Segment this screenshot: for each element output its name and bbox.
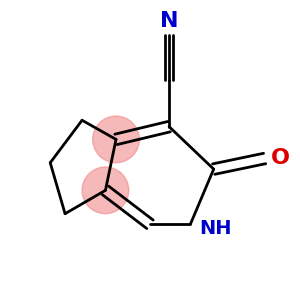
Circle shape [82, 167, 129, 214]
Text: N: N [160, 11, 178, 31]
Text: O: O [271, 148, 290, 169]
Circle shape [93, 116, 140, 163]
Text: NH: NH [199, 219, 231, 238]
